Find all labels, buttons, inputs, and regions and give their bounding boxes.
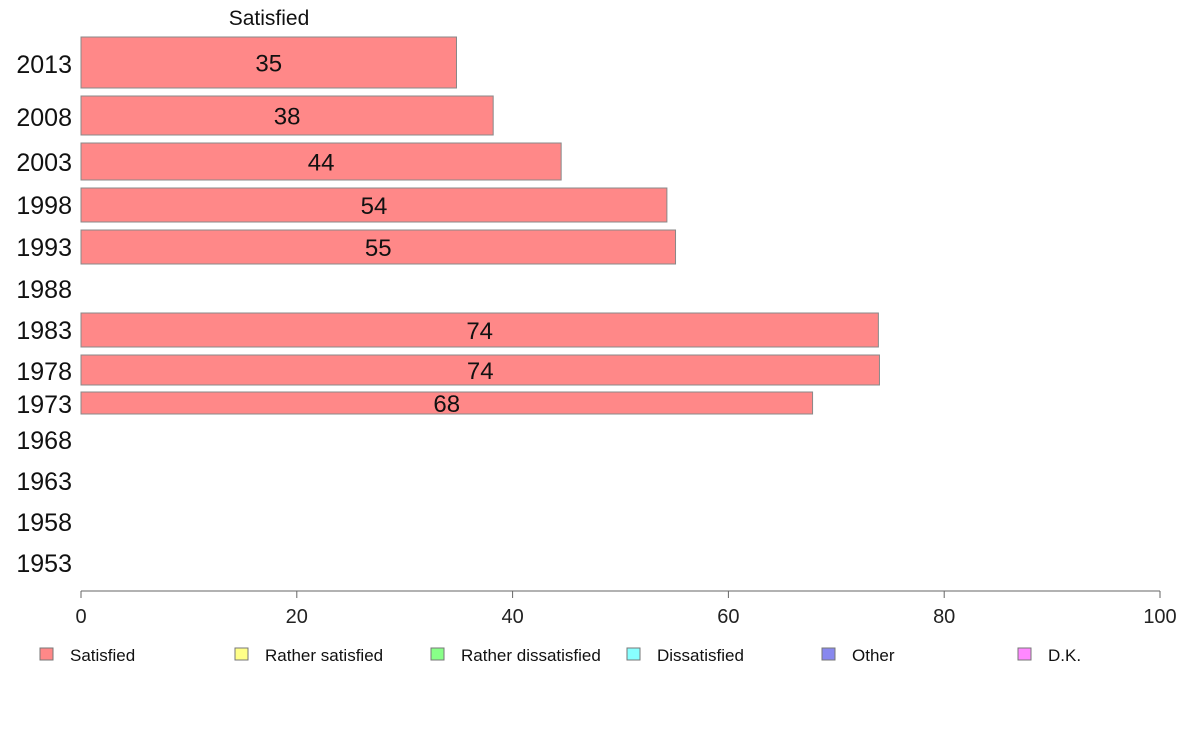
row-1983: 1983 74 bbox=[16, 312, 879, 348]
bar-rows: 2013 35 2008 38 2003 44 1998 54 1993 55 1988 1983 74… bbox=[16, 36, 880, 578]
year-label: 1968 bbox=[16, 427, 72, 455]
year-label: 1963 bbox=[16, 468, 72, 496]
bar-satisfied bbox=[80, 354, 880, 386]
row-2003: 2003 44 bbox=[16, 142, 562, 181]
bar-value-label: 74 bbox=[466, 318, 493, 345]
bar-value-label: 54 bbox=[361, 193, 388, 220]
legend-label: Rather dissatisfied bbox=[461, 646, 601, 665]
year-label: 1978 bbox=[16, 358, 72, 386]
legend-item: Other bbox=[821, 646, 895, 665]
legend-swatch bbox=[234, 647, 249, 661]
year-label: 1973 bbox=[16, 391, 72, 419]
year-label: 1953 bbox=[16, 550, 72, 578]
row-1968: 1968 bbox=[16, 427, 72, 455]
year-label: 1983 bbox=[16, 317, 72, 345]
legend-item: Dissatisfied bbox=[626, 646, 744, 665]
bar-value-label: 68 bbox=[433, 391, 460, 418]
legend-swatch bbox=[626, 647, 641, 661]
bar-satisfied bbox=[80, 36, 457, 89]
bar-satisfied bbox=[80, 229, 677, 265]
year-label: 2008 bbox=[16, 104, 72, 132]
row-1998: 1998 54 bbox=[16, 187, 668, 223]
legend-swatch bbox=[1017, 647, 1032, 661]
bar-value-label: 44 bbox=[308, 150, 335, 177]
x-tick-label: 100 bbox=[1143, 606, 1176, 628]
year-label: 1998 bbox=[16, 192, 72, 220]
x-tick-label: 0 bbox=[75, 606, 86, 628]
year-label: 1958 bbox=[16, 509, 72, 537]
bar-satisfied bbox=[80, 312, 879, 348]
row-2013: 2013 35 bbox=[16, 36, 457, 89]
row-1963: 1963 bbox=[16, 468, 72, 496]
x-tick-label: 20 bbox=[286, 606, 308, 628]
legend-swatch bbox=[430, 647, 445, 661]
x-tick-label: 60 bbox=[717, 606, 739, 628]
row-1978: 1978 74 bbox=[16, 354, 880, 386]
legend-label: Rather satisfied bbox=[265, 646, 383, 665]
row-1993: 1993 55 bbox=[16, 229, 677, 265]
year-label: 2003 bbox=[16, 149, 72, 177]
bar-value-label: 55 bbox=[365, 235, 392, 262]
row-1973: 1973 68 bbox=[16, 391, 814, 419]
year-label: 2013 bbox=[16, 51, 72, 79]
bar-value-label: 74 bbox=[467, 358, 494, 385]
year-label: 1993 bbox=[16, 234, 72, 262]
legend-item: Satisfied bbox=[39, 646, 135, 665]
legend-item: Rather satisfied bbox=[234, 646, 383, 665]
x-tick-label: 40 bbox=[501, 606, 523, 628]
x-tick-label: 80 bbox=[933, 606, 955, 628]
bar-value-label: 38 bbox=[274, 104, 301, 131]
legend-item: D.K. bbox=[1017, 646, 1081, 665]
legend: Satisfied Rather satisfied Rather dissatis… bbox=[39, 646, 1081, 665]
bar-satisfied bbox=[80, 142, 562, 181]
column-header-satisfied: Satisfied bbox=[229, 7, 310, 30]
legend-swatch bbox=[39, 647, 54, 661]
legend-label: Other bbox=[852, 646, 895, 665]
row-1988: 1988 bbox=[16, 276, 72, 304]
row-2008: 2008 38 bbox=[16, 95, 494, 136]
bar-satisfied bbox=[80, 95, 494, 136]
year-label: 1988 bbox=[16, 276, 72, 304]
legend-label: D.K. bbox=[1048, 646, 1081, 665]
legend-item: Rather dissatisfied bbox=[430, 646, 601, 665]
bar-satisfied bbox=[80, 391, 814, 415]
legend-label: Satisfied bbox=[70, 646, 135, 665]
row-1953: 1953 bbox=[16, 550, 72, 578]
x-axis-ticks: 0 20 40 60 80 100 bbox=[75, 591, 1177, 628]
row-1958: 1958 bbox=[16, 509, 72, 537]
bar-satisfied bbox=[80, 187, 668, 223]
legend-swatch bbox=[821, 647, 836, 661]
legend-label: Dissatisfied bbox=[657, 646, 744, 665]
bar-value-label: 35 bbox=[255, 51, 282, 78]
